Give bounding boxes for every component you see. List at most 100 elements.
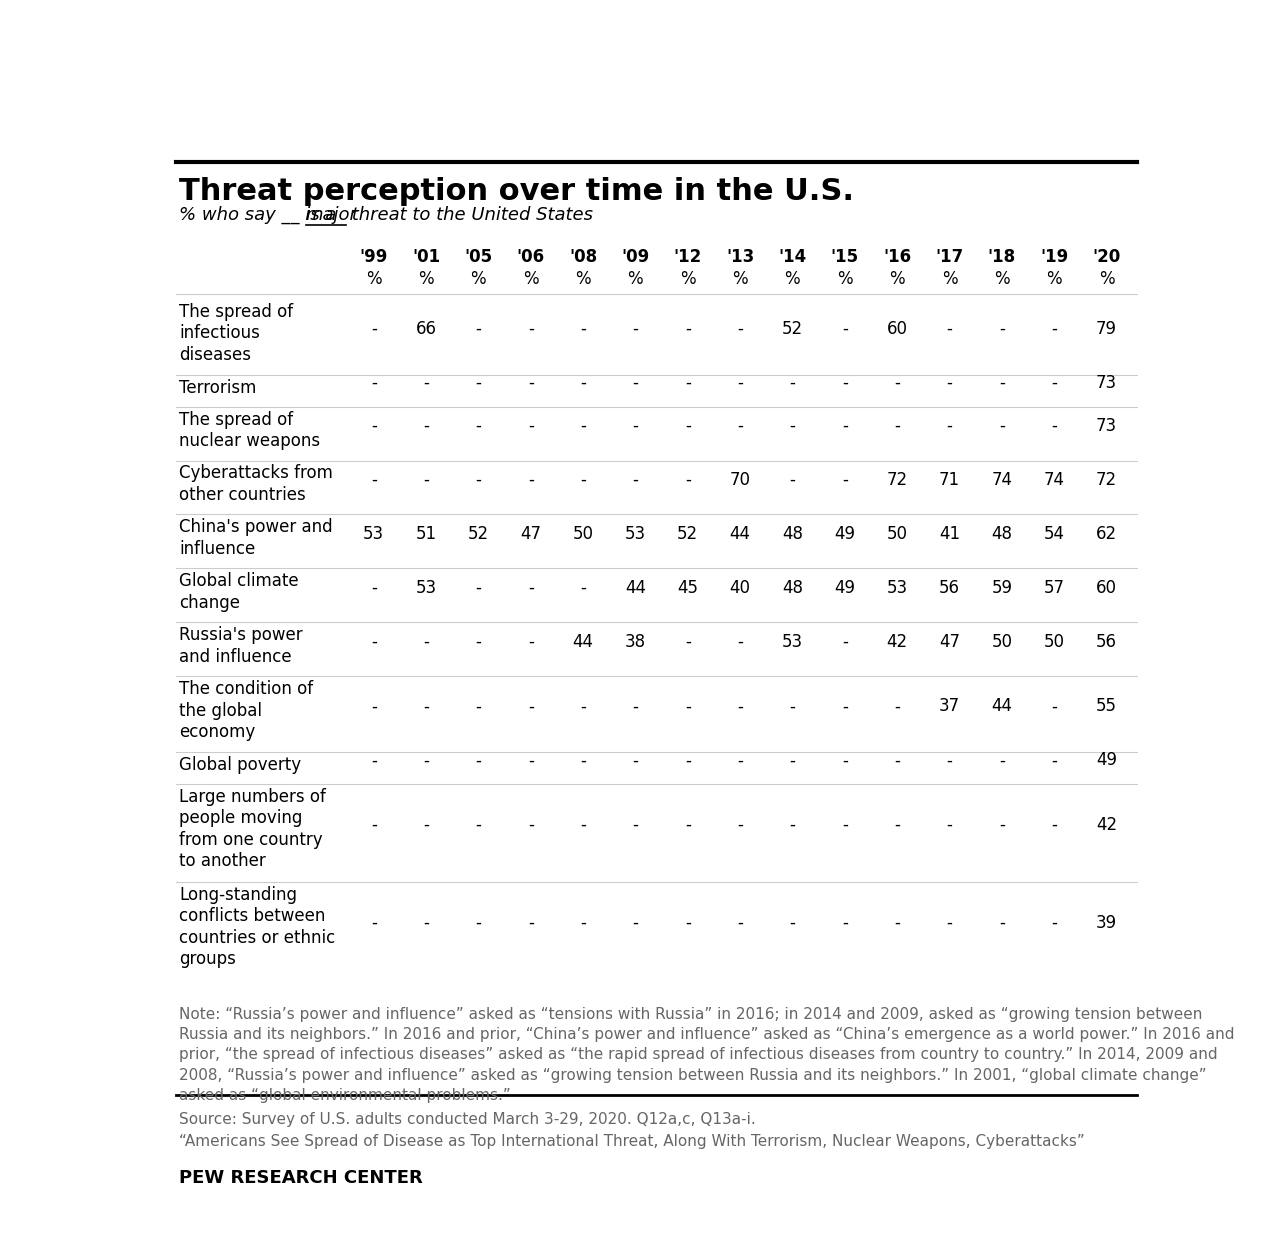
- Text: -: -: [527, 417, 534, 435]
- Text: threat to the United States: threat to the United States: [346, 206, 593, 224]
- Text: %: %: [1046, 269, 1062, 288]
- Text: -: -: [842, 471, 847, 488]
- Text: -: -: [632, 417, 639, 435]
- Text: '14: '14: [778, 248, 806, 267]
- Text: 48: 48: [782, 578, 803, 597]
- Text: 72: 72: [887, 471, 908, 488]
- Text: 56: 56: [940, 578, 960, 597]
- Text: 50: 50: [1043, 633, 1065, 650]
- Text: -: -: [998, 751, 1005, 769]
- Text: -: -: [580, 471, 586, 488]
- Text: -: -: [371, 578, 376, 597]
- Text: 50: 50: [572, 525, 594, 543]
- Text: -: -: [632, 471, 639, 488]
- Text: -: -: [790, 471, 795, 488]
- Text: Russia and its neighbors.” In 2016 and prior, “China’s power and influence” aske: Russia and its neighbors.” In 2016 and p…: [179, 1027, 1235, 1042]
- Text: 73: 73: [1096, 374, 1117, 392]
- Text: 44: 44: [991, 698, 1012, 715]
- Text: -: -: [842, 915, 847, 932]
- Text: '17: '17: [936, 248, 964, 267]
- Text: %: %: [995, 269, 1010, 288]
- Text: 62: 62: [1096, 525, 1117, 543]
- Text: -: -: [424, 915, 429, 932]
- Text: -: -: [790, 816, 795, 834]
- Text: -: -: [580, 816, 586, 834]
- Text: -: -: [895, 698, 900, 715]
- Text: 79: 79: [1096, 320, 1117, 338]
- Text: -: -: [632, 320, 639, 338]
- Text: -: -: [580, 320, 586, 338]
- Text: '13: '13: [726, 248, 754, 267]
- Text: -: -: [475, 471, 481, 488]
- Text: Source: Survey of U.S. adults conducted March 3-29, 2020. Q12a,c, Q13a-i.: Source: Survey of U.S. adults conducted …: [179, 1113, 756, 1128]
- Text: 51: 51: [416, 525, 436, 543]
- Text: -: -: [1051, 374, 1057, 392]
- Text: 47: 47: [940, 633, 960, 650]
- Text: -: -: [946, 320, 952, 338]
- Text: 48: 48: [991, 525, 1012, 543]
- Text: Terrorism: Terrorism: [179, 379, 257, 396]
- Text: -: -: [790, 698, 795, 715]
- Text: -: -: [371, 320, 376, 338]
- Text: %: %: [471, 269, 486, 288]
- Text: 42: 42: [887, 633, 908, 650]
- Text: 49: 49: [835, 578, 855, 597]
- Text: -: -: [1051, 320, 1057, 338]
- Text: 49: 49: [835, 525, 855, 543]
- Text: 50: 50: [887, 525, 908, 543]
- Text: -: -: [946, 417, 952, 435]
- Text: asked as “global environmental problems.”: asked as “global environmental problems.…: [179, 1088, 511, 1103]
- Text: -: -: [790, 915, 795, 932]
- Text: -: -: [475, 751, 481, 769]
- Text: 41: 41: [938, 525, 960, 543]
- Text: -: -: [685, 751, 691, 769]
- Text: -: -: [842, 816, 847, 834]
- Text: -: -: [790, 751, 795, 769]
- Text: -: -: [737, 915, 742, 932]
- Text: -: -: [424, 374, 429, 392]
- Text: 57: 57: [1043, 578, 1065, 597]
- Text: -: -: [632, 751, 639, 769]
- Text: -: -: [424, 417, 429, 435]
- Text: prior, “the spread of infectious diseases” asked as “the rapid spread of infecti: prior, “the spread of infectious disease…: [179, 1048, 1219, 1063]
- Text: -: -: [632, 374, 639, 392]
- Text: 59: 59: [991, 578, 1012, 597]
- Text: -: -: [527, 698, 534, 715]
- Text: 42: 42: [1096, 816, 1117, 834]
- Text: -: -: [737, 816, 742, 834]
- Text: -: -: [527, 915, 534, 932]
- Text: 50: 50: [991, 633, 1012, 650]
- Text: -: -: [946, 816, 952, 834]
- Text: 37: 37: [938, 698, 960, 715]
- Text: China's power and
influence: China's power and influence: [179, 518, 333, 558]
- Text: Global climate
change: Global climate change: [179, 572, 300, 612]
- Text: -: -: [371, 751, 376, 769]
- Text: “Americans See Spread of Disease as Top International Threat, Along With Terrori: “Americans See Spread of Disease as Top …: [179, 1134, 1085, 1149]
- Text: 71: 71: [938, 471, 960, 488]
- Text: Russia's power
and influence: Russia's power and influence: [179, 627, 303, 665]
- Text: -: -: [946, 915, 952, 932]
- Text: -: -: [998, 417, 1005, 435]
- Text: -: -: [527, 374, 534, 392]
- Text: 48: 48: [782, 525, 803, 543]
- Text: -: -: [424, 816, 429, 834]
- Text: -: -: [424, 633, 429, 650]
- Text: %: %: [680, 269, 695, 288]
- Text: -: -: [685, 320, 691, 338]
- Text: Large numbers of
people moving
from one country
to another: Large numbers of people moving from one …: [179, 787, 326, 871]
- Text: 56: 56: [1096, 633, 1117, 650]
- Text: 74: 74: [1043, 471, 1065, 488]
- Text: -: -: [580, 915, 586, 932]
- Text: -: -: [475, 374, 481, 392]
- Text: 74: 74: [991, 471, 1012, 488]
- Text: -: -: [685, 374, 691, 392]
- Text: '09: '09: [621, 248, 649, 267]
- Text: 72: 72: [1096, 471, 1117, 488]
- Text: %: %: [419, 269, 434, 288]
- Text: '15: '15: [831, 248, 859, 267]
- Text: Global poverty: Global poverty: [179, 756, 302, 774]
- Text: -: -: [371, 698, 376, 715]
- Text: Note: “Russia’s power and influence” asked as “tensions with Russia” in 2016; in: Note: “Russia’s power and influence” ask…: [179, 1007, 1203, 1022]
- Text: The spread of
infectious
diseases: The spread of infectious diseases: [179, 303, 293, 364]
- Text: -: -: [475, 578, 481, 597]
